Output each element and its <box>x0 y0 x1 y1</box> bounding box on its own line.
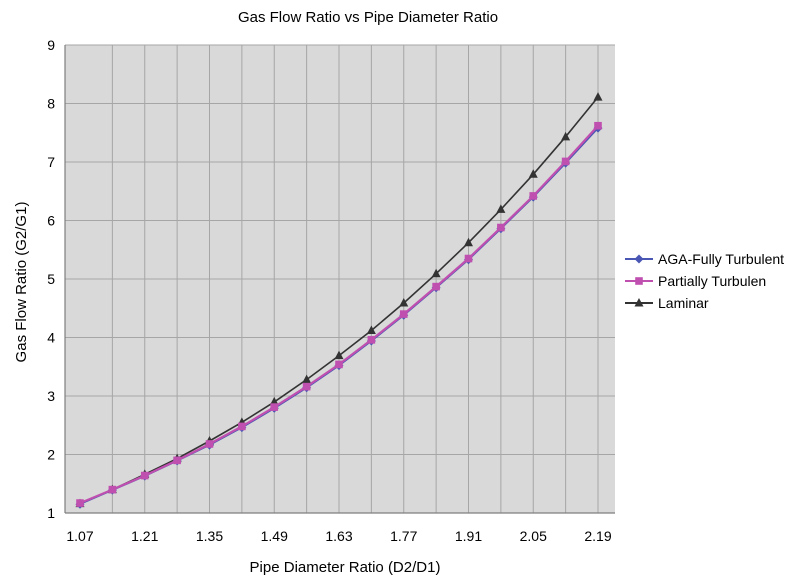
x-tick-label: 2.19 <box>584 528 611 544</box>
x-tick-label: 1.21 <box>131 528 158 544</box>
series-group <box>75 92 603 509</box>
y-tick-label: 6 <box>47 213 55 229</box>
y-tick-label: 2 <box>47 447 55 463</box>
legend-label: AGA-Fully Turbulent <box>658 251 784 267</box>
legend-label: Partially Turbulen <box>658 273 766 289</box>
data-point-partially-turbulen <box>140 471 149 480</box>
data-point-partially-turbulen <box>432 282 440 291</box>
y-tick-label: 3 <box>47 388 55 404</box>
data-point-laminar <box>431 268 441 278</box>
y-tick-label: 5 <box>47 271 55 287</box>
x-tick-labels: 1.07 1.21 1.35 1.49 1.63 1.77 1.91 2.05 2.19 <box>66 528 611 544</box>
y-tick-label: 4 <box>47 330 55 346</box>
data-point-laminar <box>496 204 506 213</box>
x-tick-label: 1.35 <box>196 528 223 544</box>
data-point-laminar <box>561 131 571 141</box>
chart-title: Gas Flow Ratio vs Pipe Diameter Ratio <box>238 9 498 26</box>
y-axis-label: Gas Flow Ratio (G2/G1) <box>13 202 30 363</box>
y-tick-label: 1 <box>47 505 55 521</box>
data-point-partially-turbulen <box>497 223 505 232</box>
legend-label: Laminar <box>658 295 709 311</box>
data-point-partially-turbulen <box>108 485 117 494</box>
data-point-laminar <box>464 237 473 247</box>
x-tick-label: 1.77 <box>390 528 417 544</box>
data-point-partially-turbulen <box>529 192 538 200</box>
data-point-partially-turbulen <box>173 456 181 465</box>
data-point-laminar <box>334 350 344 360</box>
x-tick-label: 1.07 <box>66 528 93 544</box>
axes <box>64 45 615 514</box>
data-point-laminar <box>593 92 603 101</box>
legend-marker <box>635 277 643 285</box>
data-point-laminar <box>528 169 538 178</box>
y-tick-labels: 1 2 3 4 5 6 7 8 9 <box>47 37 55 521</box>
data-point-laminar <box>399 297 409 307</box>
data-point-partially-turbulen <box>367 336 376 344</box>
data-point-partially-turbulen <box>561 157 570 166</box>
x-axis-label: Pipe Diameter Ratio (D2/D1) <box>250 559 441 576</box>
legend: AGA-Fully Turbulent Partially Turbulen Lam… <box>625 251 784 311</box>
data-point-partially-turbulen <box>594 121 602 130</box>
y-tick-label: 9 <box>47 37 55 53</box>
legend-item-partially-turbulen: Partially Turbulen <box>625 273 766 289</box>
data-point-partially-turbulen <box>335 360 343 369</box>
data-point-partially-turbulen <box>205 440 214 448</box>
y-tick-label: 7 <box>47 154 55 170</box>
data-point-laminar <box>366 325 376 334</box>
y-tick-label: 8 <box>47 96 55 112</box>
x-tick-label: 1.49 <box>261 528 288 544</box>
data-point-partially-turbulen <box>464 254 473 263</box>
data-point-partially-turbulen <box>302 382 311 391</box>
x-tick-label: 1.63 <box>325 528 352 544</box>
legend-item-laminar: Laminar <box>625 295 709 311</box>
series-partially-turbulen <box>76 121 602 507</box>
x-tick-label: 1.91 <box>455 528 482 544</box>
data-point-laminar <box>302 374 312 384</box>
data-point-partially-turbulen <box>238 422 246 431</box>
data-point-partially-turbulen <box>76 499 84 507</box>
data-point-partially-turbulen <box>399 310 408 318</box>
grid <box>65 44 615 513</box>
legend-marker <box>634 298 644 307</box>
x-tick-label: 2.05 <box>520 528 547 544</box>
legend-marker <box>634 254 644 264</box>
data-point-partially-turbulen <box>270 403 279 411</box>
data-point-laminar <box>269 396 279 406</box>
legend-item-aga-fully-turbulent: AGA-Fully Turbulent <box>625 251 784 267</box>
